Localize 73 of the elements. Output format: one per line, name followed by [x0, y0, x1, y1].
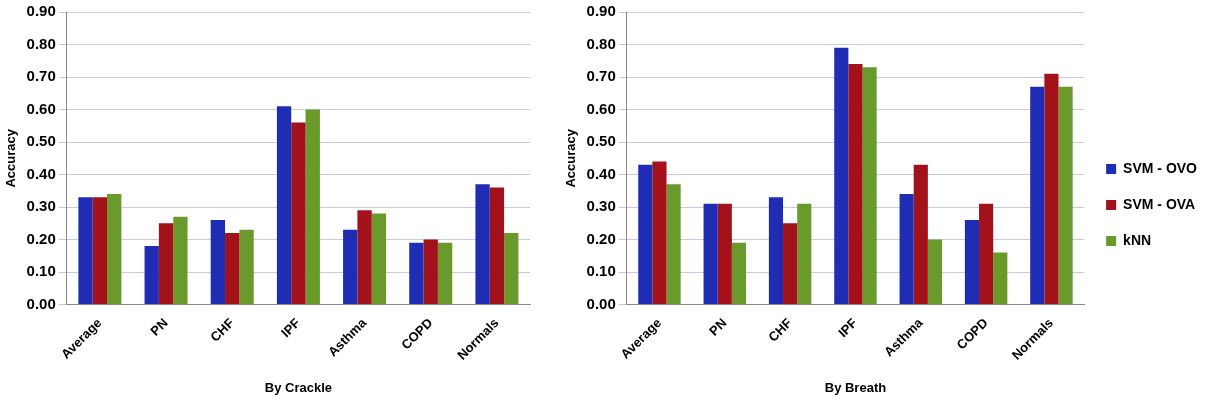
y-tick-label: 0.70 [26, 67, 56, 85]
y-tick-label: 0.00 [586, 294, 616, 312]
y-axis-title: Accuracy [563, 128, 579, 188]
y-tick-label: 0.60 [26, 99, 56, 117]
x-axis-title: By Breath [824, 379, 887, 395]
bar [158, 223, 174, 305]
bar [862, 67, 877, 305]
y-tick-label: 0.50 [586, 132, 616, 150]
x-tick-label: PN [706, 315, 730, 339]
legend-label: SVM - OVA [1123, 195, 1196, 212]
bar [652, 161, 667, 305]
x-tick-label: PN [147, 315, 171, 339]
y-tick-label: 0.10 [26, 262, 56, 280]
bar [848, 64, 863, 305]
bar [305, 109, 320, 305]
legend-label: kNN [1123, 231, 1152, 248]
bar [1058, 86, 1073, 305]
bar [239, 229, 254, 305]
bar [964, 220, 980, 305]
y-tick-label: 0.80 [26, 34, 56, 52]
x-tick-label: IPF [278, 315, 304, 341]
y-tick-label: 0.20 [586, 229, 616, 247]
y-tick-label: 0.40 [586, 164, 616, 182]
bar [343, 229, 358, 305]
bar [371, 213, 387, 305]
bar [913, 164, 928, 305]
y-axis-title: Accuracy [3, 128, 19, 188]
bar [357, 210, 372, 305]
y-tick-label: 0.00 [26, 294, 56, 312]
bar [783, 223, 798, 305]
bar [489, 187, 505, 305]
bar [979, 203, 994, 305]
bar [768, 197, 784, 305]
bar [437, 242, 453, 305]
bar [173, 216, 188, 305]
bar [717, 203, 732, 305]
bar [797, 203, 812, 305]
bar [993, 252, 1008, 305]
y-tick-label: 0.30 [26, 197, 56, 215]
bar [703, 203, 718, 305]
y-tick-label: 0.20 [26, 229, 56, 247]
bar [666, 184, 681, 305]
bar [92, 197, 108, 305]
bar [276, 106, 292, 305]
bar [210, 220, 226, 305]
y-tick-label: 0.70 [586, 67, 616, 85]
y-tick-label: 0.80 [586, 34, 616, 52]
bar [291, 122, 306, 305]
legend-label: SVM - OVO [1123, 159, 1198, 176]
y-tick-label: 0.90 [586, 2, 616, 20]
bar [225, 233, 240, 305]
y-tick-label: 0.50 [26, 132, 56, 150]
y-tick-label: 0.10 [586, 262, 616, 280]
bar [899, 194, 914, 305]
bar [927, 239, 943, 305]
bar [834, 47, 849, 305]
x-tick-label: IPF [835, 315, 861, 341]
bar [144, 246, 159, 305]
bar [504, 233, 519, 305]
bar [78, 197, 93, 305]
bar [107, 194, 122, 305]
y-tick-label: 0.40 [26, 164, 56, 182]
y-tick-label: 0.90 [26, 2, 56, 20]
x-axis-title: By Crackle [264, 379, 333, 395]
bar [475, 184, 490, 305]
bar [638, 164, 653, 305]
bar [731, 242, 747, 305]
bar [409, 242, 424, 305]
y-tick-label: 0.30 [586, 197, 616, 215]
bar [1030, 86, 1045, 305]
bar [423, 239, 438, 305]
bar [1044, 73, 1059, 305]
y-tick-label: 0.60 [586, 99, 616, 117]
